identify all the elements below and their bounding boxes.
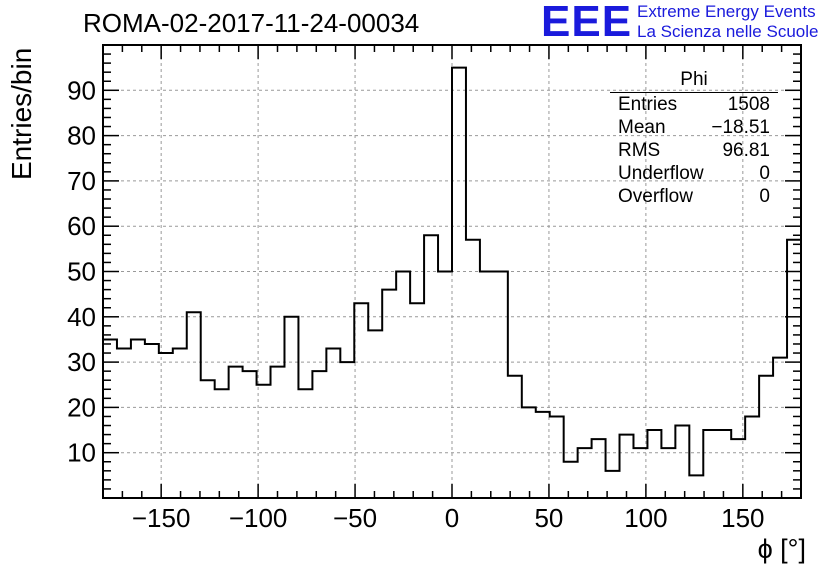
y-tick-label: 40: [67, 302, 96, 332]
y-tick-label: 80: [67, 121, 96, 151]
stats-label: Mean: [618, 117, 666, 138]
y-tick-labels: 10 20 30 40 50 60 70 80 90: [67, 75, 96, 467]
chart-title: ROMA-02-2017-11-24-00034: [83, 8, 420, 38]
stats-box: Phi Entries 1508 Mean −18.51 RMS 96.81 U…: [610, 68, 778, 208]
y-tick-label: 30: [67, 347, 96, 377]
stats-label: Entries: [618, 94, 678, 115]
x-tick-label: 100: [624, 503, 667, 533]
stats-label: Overflow: [618, 186, 693, 207]
stats-value: 0: [759, 186, 770, 207]
x-tick-label: 150: [721, 503, 764, 533]
histogram-outline: [103, 66, 801, 477]
stats-row-entries: Entries 1508: [610, 93, 778, 116]
stats-row-rms: RMS 96.81: [610, 139, 778, 162]
stats-title: Phi: [610, 68, 778, 93]
stats-value: 1508: [727, 94, 770, 115]
y-axis-label: Entries/bin: [6, 47, 37, 180]
x-axis-label: ϕ [°]: [757, 534, 806, 564]
stats-value: 96.81: [722, 140, 770, 161]
y-tick-label: 90: [67, 75, 96, 105]
x-tick-label: −50: [333, 503, 377, 533]
y-tick-label: 20: [67, 392, 96, 422]
stats-row-mean: Mean −18.51: [610, 116, 778, 139]
eee-line-1: Extreme Energy Events: [637, 2, 816, 21]
eee-line-2: La Scienza nelle Scuole: [637, 22, 819, 41]
x-tick-label: 50: [534, 503, 563, 533]
y-tick-label: 70: [67, 166, 96, 196]
stats-value: 0: [759, 163, 770, 184]
x-tick-labels: −150 −100 −50 0 50 100 150: [132, 503, 765, 533]
y-tick-label: 60: [67, 211, 96, 241]
x-tick-label: −150: [132, 503, 191, 533]
stats-label: RMS: [618, 140, 661, 161]
x-tick-label: −100: [229, 503, 288, 533]
y-tick-label: 50: [67, 257, 96, 287]
stats-row-underflow: Underflow 0: [610, 162, 778, 185]
stats-label: Underflow: [618, 163, 704, 184]
stats-row-overflow: Overflow 0: [610, 185, 778, 208]
x-tick-label: 0: [445, 503, 459, 533]
y-tick-label: 10: [67, 438, 96, 468]
eee-logo: EEE: [541, 0, 633, 46]
stats-value: −18.51: [711, 117, 770, 138]
axis-ticks: [103, 45, 801, 498]
